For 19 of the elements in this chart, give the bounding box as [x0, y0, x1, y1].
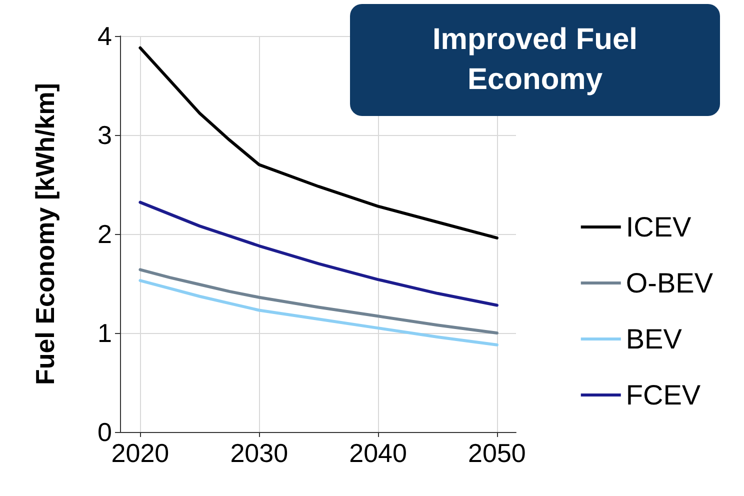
x-tick-label: 2040	[349, 438, 407, 468]
legend-label: O-BEV	[626, 268, 714, 298]
line-series	[138, 279, 498, 346]
x-tick-label: 2050	[468, 438, 526, 468]
line-series	[138, 268, 498, 334]
y-tick-label: 1	[98, 318, 112, 348]
y-tick-label: 2	[98, 219, 112, 249]
legend-label: FCEV	[626, 380, 701, 410]
y-tick-label: 4	[98, 21, 112, 51]
x-tick-label: 2030	[230, 438, 288, 468]
y-tick-label: 3	[98, 120, 112, 150]
line-series	[138, 200, 498, 307]
note-box: Improved Fuel Economy	[350, 4, 720, 116]
x-tick-label: 2020	[111, 438, 170, 468]
y-tick-label: 0	[98, 417, 112, 447]
legend-label: BEV	[626, 324, 682, 354]
annotation: Improved Fuel Economy	[431, 22, 639, 98]
legend-label: ICEV	[626, 212, 692, 242]
y-axis-title: Fuel Economy [kWh/km]	[30, 83, 60, 385]
